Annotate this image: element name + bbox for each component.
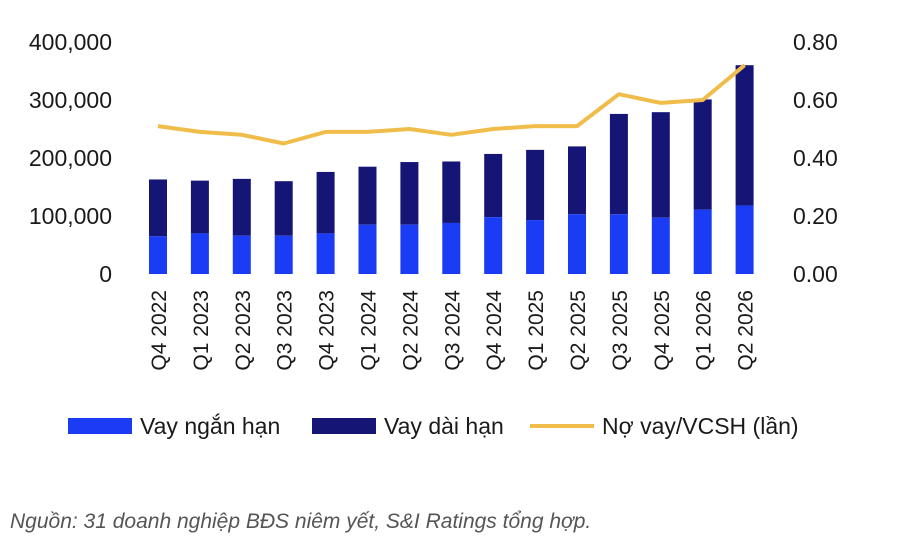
bar-long-term	[149, 179, 167, 237]
bar-long-term	[609, 113, 628, 215]
bar-short-term	[232, 235, 251, 274]
legend-label-short-term: Vay ngắn hạn	[140, 413, 280, 439]
category-label: Q4 2024	[483, 290, 506, 371]
right-tick-label: 0.80	[793, 29, 838, 55]
bar-short-term	[358, 224, 377, 274]
category-label: Q1 2024	[358, 290, 381, 371]
category-label: Q2 2026	[735, 290, 758, 371]
category-label: Q2 2025	[567, 290, 590, 371]
bar-short-term	[149, 236, 167, 274]
category-labels: Q4 2022 Q1 2023 Q2 2023 Q3 2023 Q4 2023 Q1 20…	[148, 290, 758, 371]
bar-short-term	[316, 233, 335, 274]
bar-long-term	[358, 166, 377, 225]
left-tick-label: 200,000	[29, 145, 112, 171]
category-label: Q3 2023	[274, 290, 297, 371]
right-tick-label: 0.20	[793, 203, 838, 229]
ratio-line-path	[157, 63, 746, 146]
category-label: Q1 2026	[693, 290, 716, 371]
bar-short-term	[400, 224, 419, 274]
bar-short-term	[274, 235, 293, 274]
category-label: Q4 2023	[316, 290, 339, 371]
category-label: Q3 2024	[441, 290, 464, 371]
legend-label-ratio: Nợ vay/VCSH (lần)	[602, 413, 799, 439]
bar-long-term	[442, 161, 461, 223]
bar-long-term	[232, 178, 251, 236]
bar-long-term	[484, 153, 503, 218]
category-label: Q1 2023	[190, 290, 213, 371]
bar-long-term	[316, 171, 335, 234]
category-label: Q2 2024	[399, 290, 422, 371]
left-tick-label: 100,000	[29, 203, 112, 229]
left-tick-label: 400,000	[29, 29, 112, 55]
bars	[149, 65, 754, 274]
bar-long-term	[400, 162, 419, 225]
category-label: Q2 2023	[232, 290, 255, 371]
legend-swatch-short-term	[68, 418, 132, 434]
bar-short-term	[735, 205, 754, 274]
right-axis-ticks: 0.00 0.20 0.40 0.60 0.80	[793, 29, 838, 287]
category-label: Q4 2025	[651, 290, 674, 371]
category-label: Q1 2025	[525, 290, 548, 371]
bar-long-term	[274, 181, 293, 236]
bar-long-term	[526, 149, 545, 221]
bar-short-term	[190, 233, 209, 274]
bar-short-term	[568, 214, 586, 274]
left-tick-label: 300,000	[29, 87, 112, 113]
bar-short-term	[526, 220, 545, 274]
legend-swatch-long-term	[312, 418, 376, 434]
bar-long-term	[651, 112, 670, 218]
left-tick-label: 0	[99, 261, 112, 287]
category-label: Q4 2022	[148, 290, 171, 371]
left-axis-ticks: 0 100,000 200,000 300,000 400,000	[29, 29, 112, 287]
legend-label-long-term: Vay dài hạn	[384, 413, 504, 439]
right-tick-label: 0.60	[793, 87, 838, 113]
bar-short-term	[651, 217, 670, 274]
ratio-line	[157, 63, 746, 146]
bar-long-term	[568, 146, 586, 215]
bar-short-term	[484, 217, 503, 274]
right-tick-label: 0.40	[793, 145, 838, 171]
legend: Vay ngắn hạn Vay dài hạn Nợ vay/VCSH (lầ…	[68, 413, 799, 439]
bar-long-term	[190, 180, 209, 234]
bar-short-term	[693, 209, 712, 274]
bar-short-term	[442, 222, 461, 274]
category-label: Q3 2025	[609, 290, 632, 371]
bar-short-term	[609, 214, 628, 274]
bar-long-term	[735, 65, 754, 206]
bar-long-term	[693, 99, 712, 210]
source-note: Nguồn: 31 doanh nghiệp BĐS niêm yết, S&I…	[10, 510, 592, 533]
right-tick-label: 0.00	[793, 261, 838, 287]
